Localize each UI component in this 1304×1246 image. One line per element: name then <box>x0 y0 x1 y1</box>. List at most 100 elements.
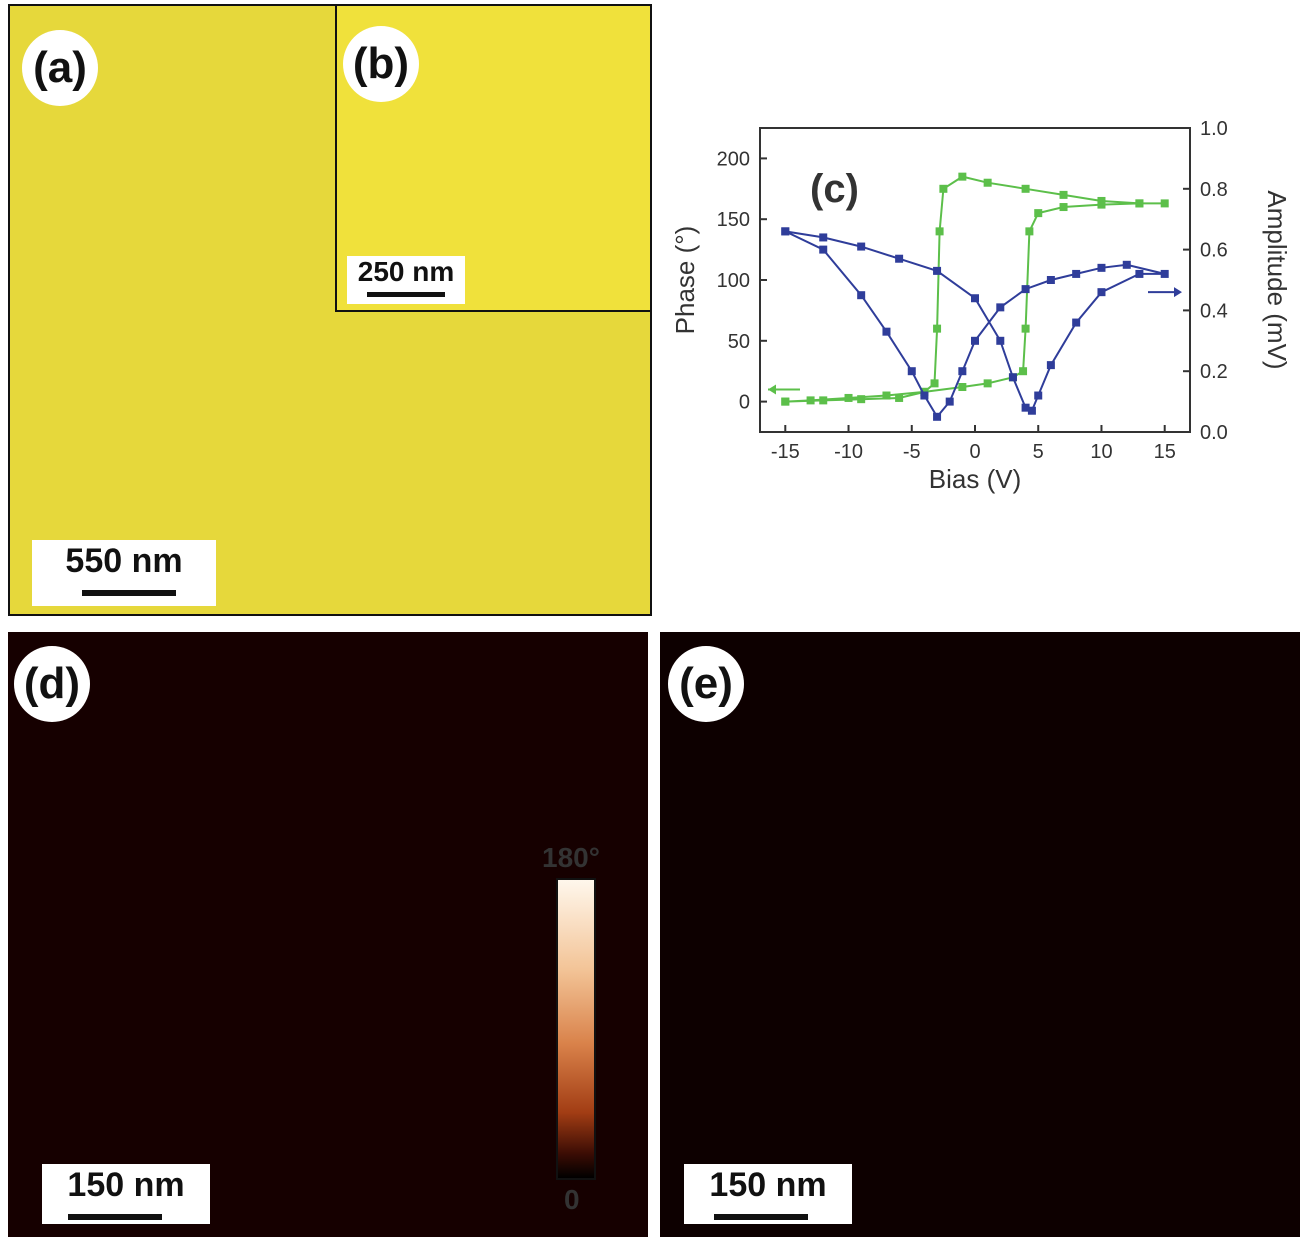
y-left-tick-label: 200 <box>717 148 750 170</box>
amplitude-point <box>1027 406 1036 415</box>
amplitude-point <box>933 412 942 421</box>
y-right-tick-label: 0.0 <box>1200 422 1228 444</box>
y-left-tick-label: 50 <box>728 331 750 353</box>
amplitude-point <box>895 254 904 263</box>
amplitude-loop-line <box>784 230 1165 419</box>
panel-d-pfm-phase-image: (d) 180° 0 150 nm <box>8 632 648 1237</box>
phase-point <box>1059 203 1068 212</box>
phase-point <box>1160 199 1169 208</box>
phase-point <box>958 172 967 181</box>
phase-point <box>857 395 866 404</box>
phase-point <box>983 379 992 388</box>
phase-point <box>819 396 828 405</box>
amplitude-point <box>971 294 979 303</box>
amplitude-point <box>996 336 1005 345</box>
y-left-axis-label: Phase (°) <box>672 226 700 335</box>
panel-d-label: (d) <box>14 646 90 722</box>
y-left-tick-label: 100 <box>717 270 750 292</box>
x-tick-label: -10 <box>834 441 863 463</box>
panel-a-scale-line <box>82 590 176 596</box>
amplitude-point <box>857 291 866 300</box>
x-tick-label: 10 <box>1090 441 1112 463</box>
amplitude-point <box>920 391 929 400</box>
amplitude-point <box>1097 263 1106 272</box>
y-right-tick-label: 1.0 <box>1200 118 1228 140</box>
phase-point <box>933 324 942 333</box>
phase-point <box>844 393 853 402</box>
y-right-tick-label: 0.8 <box>1200 179 1228 201</box>
y-right-tick-label: 0.6 <box>1200 240 1228 262</box>
amplitude-point <box>819 233 828 242</box>
phase-colorbar <box>556 878 596 1180</box>
phase-point <box>882 391 891 400</box>
colorbar-min-label: 0 <box>564 1184 580 1215</box>
amplitude-point <box>907 367 916 376</box>
x-tick-label: 5 <box>1033 441 1044 463</box>
panel-c-hysteresis-chart: -15 -10 -5 0 5 10 150501001502000.00.20.40.60.… <box>672 118 1292 494</box>
amplitude-point <box>1021 285 1030 294</box>
phase-point <box>935 227 944 236</box>
panel-b-afm-inset: (b) 250 nm <box>335 4 652 312</box>
y-left-tick-label: 0 <box>739 392 750 414</box>
panel-e-scale-text: 150 nm <box>709 1166 827 1204</box>
amplitude-point <box>958 367 967 376</box>
panel-c-label: (c) <box>810 167 859 211</box>
amplitude-point <box>1072 318 1081 327</box>
amplitude-point <box>781 227 790 236</box>
panel-e-label: (e) <box>668 646 744 722</box>
phase-axis-arrowhead <box>768 384 776 395</box>
amplitude-point <box>1072 269 1081 278</box>
amplitude-point <box>1021 403 1030 412</box>
phase-point <box>1059 190 1068 199</box>
panel-a-label: (a) <box>22 30 98 106</box>
panel-d-scale-line <box>68 1214 162 1220</box>
phase-point <box>806 396 815 405</box>
panel-e-image <box>660 632 1300 1237</box>
amplitude-point <box>1046 361 1055 370</box>
panel-a-scale-bar: 550 nm <box>32 540 216 606</box>
x-tick-label: 0 <box>969 441 980 463</box>
amplitude-axis-arrowhead <box>1174 287 1182 298</box>
amplitude-point <box>1034 391 1043 400</box>
amplitude-point <box>1046 276 1055 284</box>
x-axis-label: Bias (V) <box>929 464 1021 494</box>
panel-a-scale-text: 550 nm <box>65 542 183 580</box>
panel-e-scale-bar: 150 nm <box>684 1164 852 1224</box>
panel-b-scale-bar: 250 nm <box>347 256 465 304</box>
phase-point <box>781 397 790 406</box>
amplitude-point <box>933 266 942 275</box>
y-right-tick-label: 0.4 <box>1200 300 1228 322</box>
y-right-axis-label: Amplitude (mV) <box>1262 190 1292 369</box>
colorbar-max-label: 180° <box>542 842 600 873</box>
phase-point <box>1021 324 1030 333</box>
y-left-tick-label: 150 <box>717 209 750 231</box>
phase-point <box>1097 200 1106 209</box>
amplitude-point <box>857 242 866 251</box>
phase-point <box>958 383 967 392</box>
phase-point <box>983 178 992 187</box>
phase-point <box>1034 209 1043 218</box>
panel-e-pfm-amplitude-image: (e) 150 nm <box>660 632 1300 1237</box>
phase-point <box>930 379 939 388</box>
phase-point <box>1019 367 1028 376</box>
phase-point <box>1135 199 1144 208</box>
panel-b-scale-text: 250 nm <box>357 256 455 287</box>
y-right-tick-label: 0.2 <box>1200 361 1228 383</box>
panel-d-scale-bar: 150 nm <box>42 1164 210 1224</box>
amplitude-point <box>996 303 1005 312</box>
panel-e-scale-line <box>714 1214 808 1220</box>
x-tick-label: 15 <box>1154 441 1176 463</box>
panel-b-label: (b) <box>343 26 419 102</box>
panel-b-scale-line <box>367 292 445 297</box>
amplitude-point <box>1097 288 1106 297</box>
amplitude-point <box>1135 269 1144 278</box>
phase-point <box>1021 184 1030 193</box>
amplitude-point <box>1008 373 1017 382</box>
amplitude-point <box>1160 269 1169 278</box>
amplitude-point <box>945 397 954 406</box>
x-tick-label: -15 <box>771 441 800 463</box>
panel-d-image <box>8 632 648 1237</box>
amplitude-point <box>1122 260 1131 269</box>
phase-point <box>895 393 904 402</box>
phase-point <box>1025 227 1034 236</box>
